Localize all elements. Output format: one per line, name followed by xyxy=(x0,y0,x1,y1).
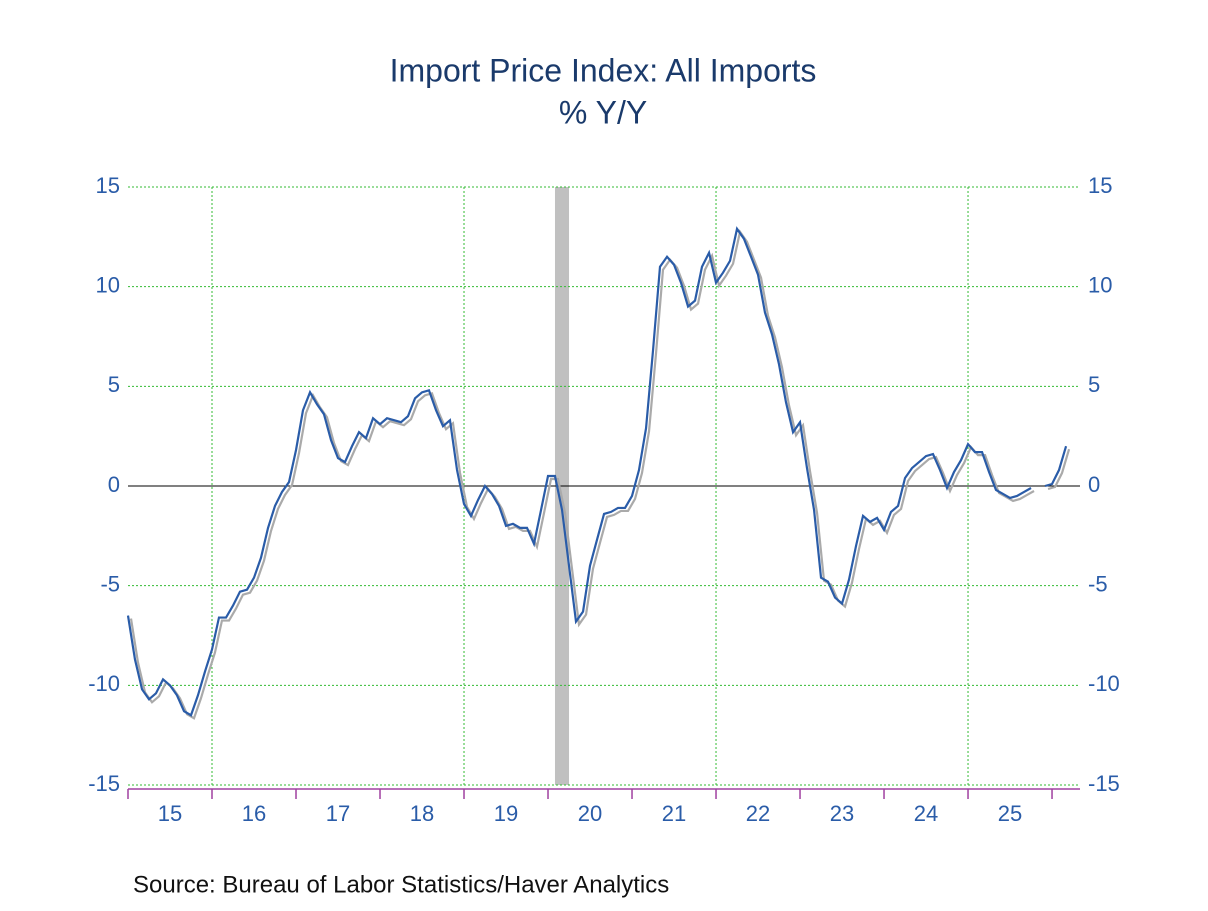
y-tick-label: 0 xyxy=(108,472,120,497)
y-tick-label: -10 xyxy=(88,671,120,696)
series-line xyxy=(126,226,1068,717)
y2-tick-label: -15 xyxy=(1088,771,1120,796)
x-tick-label: 20 xyxy=(578,801,602,826)
y2-tick-label: 5 xyxy=(1088,372,1100,397)
x-tick-label: 17 xyxy=(326,801,350,826)
y-tick-label: -15 xyxy=(88,771,120,796)
x-tick-label: 15 xyxy=(158,801,182,826)
source-note: Source: Bureau of Labor Statistics/Haver… xyxy=(133,871,669,898)
y-tick-label: 10 xyxy=(96,272,120,297)
y2-tick-label: 10 xyxy=(1088,272,1112,297)
x-tick-label: 23 xyxy=(830,801,854,826)
x-tick-label: 18 xyxy=(410,801,434,826)
y2-tick-label: 15 xyxy=(1088,173,1112,198)
chart-subtitle: % Y/Y xyxy=(559,94,647,130)
y2-tick-label: -5 xyxy=(1088,571,1108,596)
y-tick-label: 15 xyxy=(96,173,120,198)
y-tick-label: -5 xyxy=(100,571,120,596)
x-tick-label: 19 xyxy=(494,801,518,826)
x-tick-label: 21 xyxy=(662,801,686,826)
x-tick-label: 16 xyxy=(242,801,266,826)
y2-tick-label: -10 xyxy=(1088,671,1120,696)
x-tick-label: 24 xyxy=(914,801,938,826)
x-tick-label: 25 xyxy=(998,801,1022,826)
y2-tick-label: 0 xyxy=(1088,472,1100,497)
chart-title: Import Price Index: All Imports xyxy=(390,52,817,88)
x-tick-label: 22 xyxy=(746,801,770,826)
y-tick-label: 5 xyxy=(108,372,120,397)
